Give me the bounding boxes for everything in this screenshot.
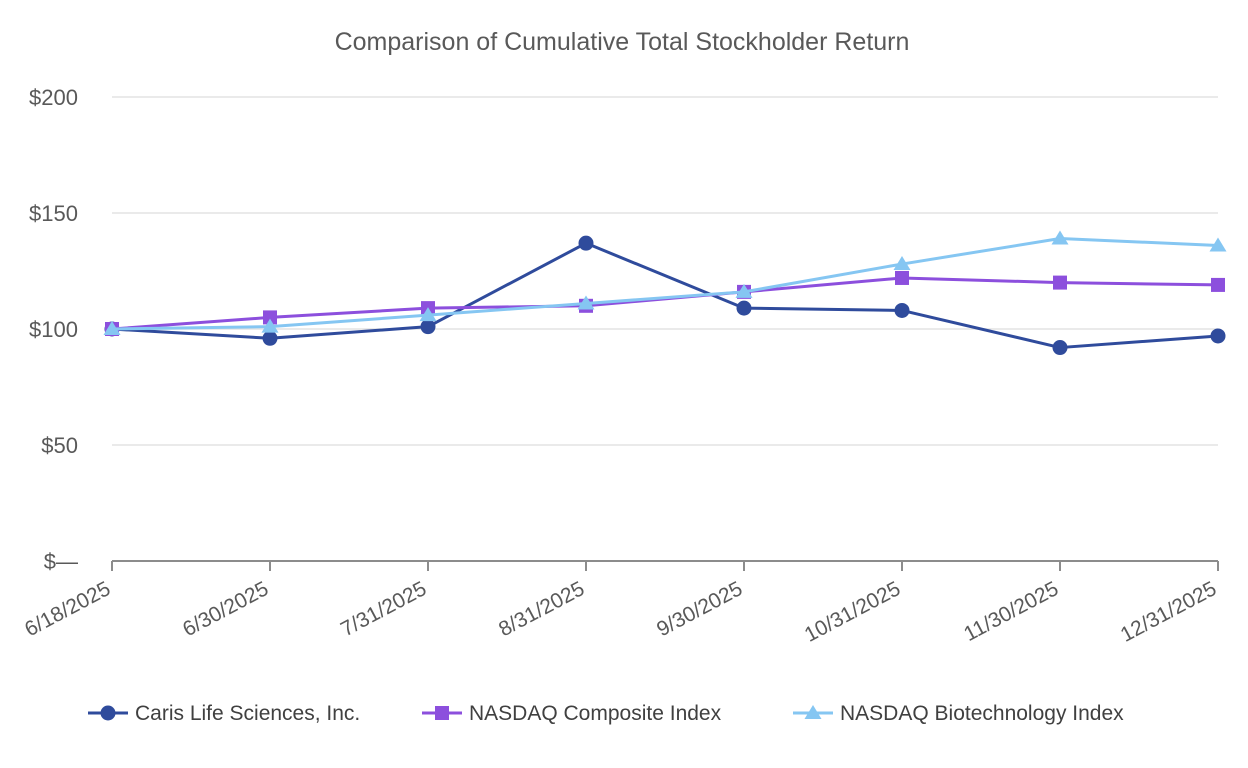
data-point xyxy=(1209,237,1227,252)
x-tick-label: 8/31/2025 xyxy=(495,577,588,641)
legend-item: NASDAQ Biotechnology Index xyxy=(793,702,1124,725)
legend-marker xyxy=(804,705,822,719)
data-point xyxy=(263,310,277,325)
data-point xyxy=(736,300,752,316)
x-tick-label: 6/18/2025 xyxy=(21,577,114,641)
x-axis-tick-labels: 6/18/2025 6/30/2025 7/31/2025 8/31/2025 9/30… xyxy=(21,577,1220,647)
data-point xyxy=(577,295,595,310)
data-point xyxy=(261,318,279,333)
chart-title: Comparison of Cumulative Total Stockhold… xyxy=(335,28,910,56)
x-tick-label: 10/31/2025 xyxy=(801,577,905,647)
y-tick-label: $150 xyxy=(29,201,78,226)
x-tick-label: 7/31/2025 xyxy=(337,577,430,641)
y-tick-label: $50 xyxy=(41,433,78,458)
x-axis xyxy=(111,560,1219,571)
y-tick-label: $200 xyxy=(29,85,78,110)
legend-item: Caris Life Sciences, Inc. xyxy=(88,702,360,725)
series-lines xyxy=(103,230,1227,356)
series-line xyxy=(111,241,1219,350)
legend: Caris Life Sciences, Inc. NASDAQ Composit… xyxy=(88,702,1124,725)
data-point xyxy=(103,321,121,335)
legend-item: NASDAQ Composite Index xyxy=(422,702,722,725)
data-point xyxy=(735,283,753,298)
data-point xyxy=(1211,277,1225,292)
grid-lines xyxy=(112,96,1218,446)
y-axis-tick-labels: $— $50 $100 $150 $200 xyxy=(29,85,78,574)
x-tick-label: 6/30/2025 xyxy=(179,577,272,641)
x-tick-label: 11/30/2025 xyxy=(960,577,1062,646)
data-point xyxy=(1051,230,1069,245)
legend-marker xyxy=(100,705,116,721)
series-line xyxy=(111,276,1219,331)
legend-label: Caris Life Sciences, Inc. xyxy=(135,702,360,725)
series-1 xyxy=(104,235,1226,356)
legend-label: NASDAQ Composite Index xyxy=(469,702,722,725)
data-point xyxy=(262,330,278,346)
data-point xyxy=(1053,275,1067,290)
legend-label: NASDAQ Biotechnology Index xyxy=(840,702,1124,725)
data-point xyxy=(894,302,910,318)
data-point xyxy=(893,256,911,271)
legend-marker xyxy=(435,706,449,720)
y-tick-label: $100 xyxy=(29,317,78,342)
y-tick-label: $— xyxy=(44,549,78,574)
x-tick-label: 9/30/2025 xyxy=(653,577,746,641)
series-line xyxy=(111,237,1219,331)
data-point xyxy=(1210,328,1226,344)
data-point xyxy=(419,307,437,322)
data-point xyxy=(1052,340,1068,356)
x-tick-label: 12/31/2025 xyxy=(1117,577,1221,647)
data-point xyxy=(578,235,594,251)
series-3 xyxy=(103,230,1227,335)
data-point xyxy=(420,319,436,335)
data-point xyxy=(895,270,909,285)
